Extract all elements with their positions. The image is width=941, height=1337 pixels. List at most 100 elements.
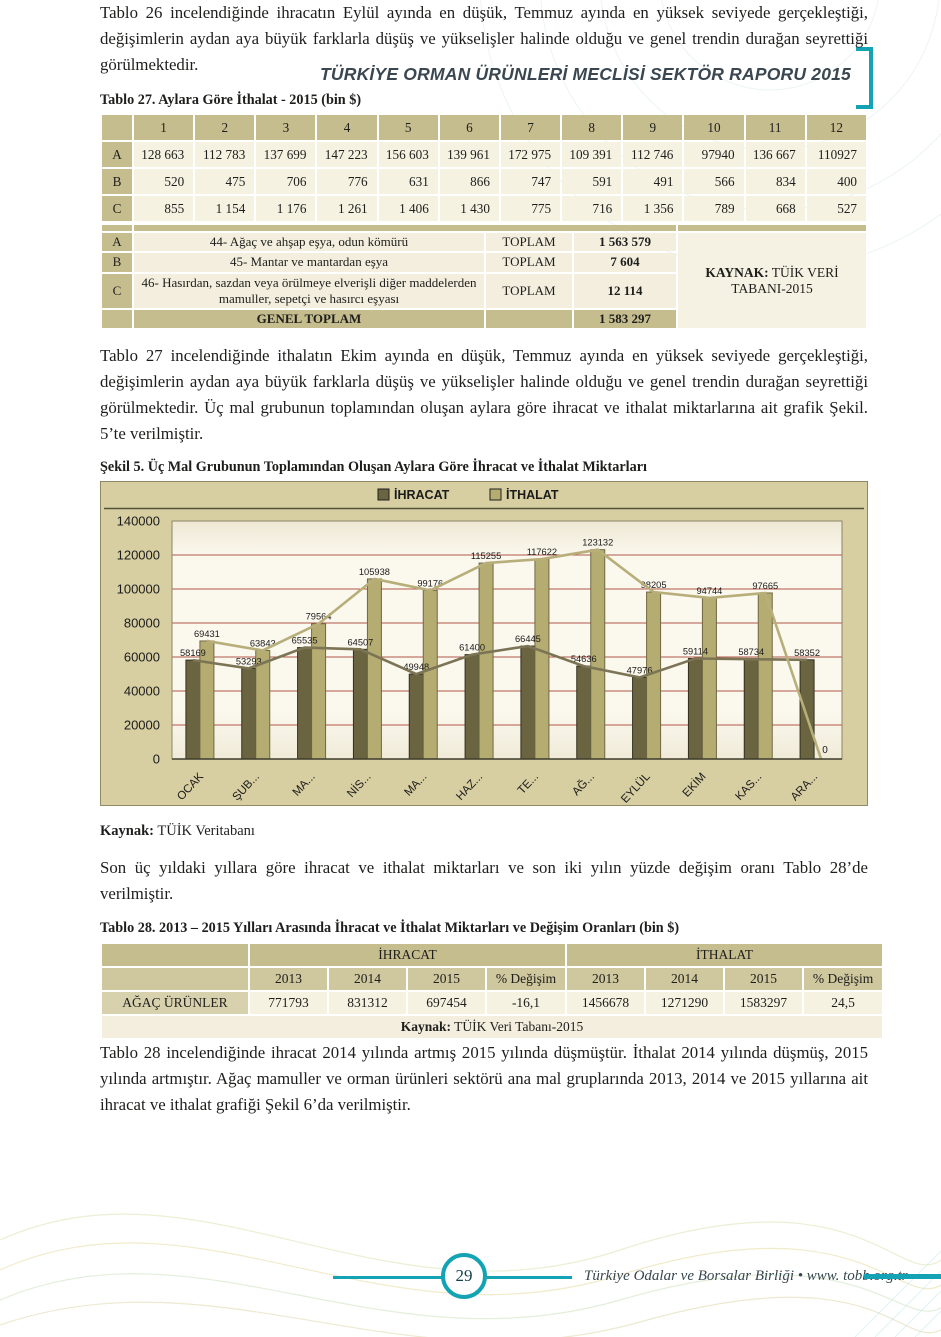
- value-cell: 128 663: [134, 142, 194, 168]
- ithalat-value-cell: 1456678: [567, 991, 645, 1014]
- year-header-cell: 2013: [567, 967, 645, 990]
- corner-cell: [102, 967, 248, 990]
- month-header-cell: 6: [439, 115, 499, 141]
- ihracat-bar: [464, 654, 480, 760]
- group-header-cell: İTHALAT: [567, 943, 883, 966]
- ithalat-bar: [757, 592, 773, 760]
- value-cell: 1 176: [256, 196, 316, 222]
- year-header-cell: 2014: [329, 967, 406, 990]
- group-header-cell: İHRACAT: [250, 943, 566, 966]
- ihracat-value-label: 54636: [571, 654, 597, 664]
- month-header-cell: 10: [684, 115, 744, 141]
- ihracat-value-label: 59114: [683, 647, 708, 657]
- kaynak-label: Kaynak:: [400, 1018, 452, 1034]
- month-header-cell: 7: [500, 115, 561, 141]
- value-cell: 855: [134, 196, 194, 222]
- toplam-value-cell: 7 604: [574, 253, 676, 272]
- ithalat-bar: [422, 590, 438, 760]
- paragraph-tablo27: Tablo 27 incelendiğinde ithalatın Ekim a…: [100, 346, 868, 444]
- month-header-cell: 2: [195, 115, 255, 141]
- y-axis-tick-label: 0: [153, 752, 160, 767]
- page-number: 29: [455, 1266, 473, 1285]
- ithalat-bar: [366, 578, 382, 760]
- kaynak-row: Kaynak: TÜİK Veri Tabanı-2015: [102, 1015, 883, 1038]
- ithalat-value-cell: 24,5: [804, 991, 883, 1014]
- kaynak-label: KAYNAK:: [705, 264, 769, 280]
- ihracat-bar: [576, 665, 592, 760]
- table-row: A 44- Ağaç ve ahşap eşya, odun kömürü TOPL…: [102, 233, 866, 329]
- toplam-cell: [486, 310, 572, 329]
- page-number-badge: 29: [441, 1253, 487, 1299]
- value-cell: 1 430: [439, 196, 499, 222]
- table28: İHRACAT İTHALAT 2013 2014 2015% Değişim 2013 2…: [100, 942, 884, 1040]
- ihracat-bar: [297, 647, 313, 760]
- table27-summary: A 44- Ağaç ve ahşap eşya, odun kömürü TOPL…: [100, 223, 868, 330]
- ithalat-value-cell: 1583297: [725, 991, 803, 1014]
- ihracat-value-label: 66445: [515, 634, 541, 644]
- ithalat-zero-label: 0: [822, 745, 828, 756]
- corner-cell: [102, 943, 248, 966]
- table-row: B 45- Mantar ve mantardan eşya TOPLAM 7 604: [102, 253, 866, 272]
- ithalat-bar: [534, 558, 550, 760]
- ihracat-bar: [632, 677, 648, 760]
- y-axis-tick-label: 100000: [117, 582, 160, 597]
- ihracat-value-label: 58734: [738, 647, 764, 657]
- y-axis-tick-label: 40000: [124, 684, 160, 699]
- legend-swatch: [377, 488, 390, 501]
- y-axis-tick-label: 80000: [124, 616, 160, 631]
- table27-monthly: 1 2 3 4 5 6 7 8 9 10 11 12 A 128 663 112 783 137 699 147…: [100, 113, 868, 223]
- value-cell: 112 746: [623, 142, 683, 168]
- month-header-cell: 4: [317, 115, 377, 141]
- footer-line-right: [864, 1274, 941, 1279]
- ihracat-bar: [743, 658, 759, 760]
- value-cell: 1 261: [317, 196, 377, 222]
- ihracat-bar: [687, 658, 703, 760]
- ithalat-value-cell: 1271290: [646, 991, 724, 1014]
- value-cell: 137 699: [256, 142, 316, 168]
- value-cell: 139 961: [439, 142, 499, 168]
- value-cell: 520: [134, 169, 194, 195]
- year-header-cell: 2015: [725, 967, 803, 990]
- legend-label: İTHALAT: [506, 487, 559, 502]
- month-header-cell: 11: [745, 115, 805, 141]
- ihracat-bar: [408, 673, 424, 760]
- cell: [134, 225, 676, 232]
- ithalat-bar: [701, 597, 717, 760]
- month-header-cell: 5: [378, 115, 438, 141]
- row-label-cell: AĞAÇ ÜRÜNLER: [102, 991, 248, 1014]
- sekil5-chart: İHRACAT İTHALAT 0 20000 40000 60000 80000 10000…: [100, 481, 868, 807]
- value-cell: 1 406: [378, 196, 438, 222]
- value-cell: 527: [806, 196, 866, 222]
- month-header-cell: 3: [256, 115, 316, 141]
- sekil5-caption: Şekil 5. Üç Mal Grubunun Toplamından Olu…: [100, 459, 647, 476]
- ihracat-value-cell: -16,1: [487, 991, 566, 1014]
- ihracat-value-label: 65535: [292, 636, 318, 646]
- row-label-cell: A: [102, 142, 132, 168]
- ithalat-value-label: 79564: [306, 612, 332, 622]
- chart-source-text: TÜİK Veritabanı: [154, 823, 255, 840]
- ithalat-value-label: 63843: [250, 639, 276, 649]
- ihracat-value-cell: 771793: [250, 991, 327, 1014]
- ithalat-bar: [478, 562, 494, 760]
- ihracat-value-label: 61400: [459, 643, 485, 653]
- year-header-cell: % Değişim: [804, 967, 883, 990]
- paragraph-tablo28: Tablo 28 incelendiğinde ihracat 2014 yıl…: [100, 1042, 868, 1114]
- ithalat-bar: [255, 650, 271, 760]
- value-cell: 147 223: [317, 142, 377, 168]
- ithalat-value-label: 97665: [752, 581, 778, 591]
- value-cell: 566: [684, 169, 744, 195]
- legend-swatch: [489, 488, 502, 501]
- value-cell: 156 603: [378, 142, 438, 168]
- description-cell: 46- Hasırdan, sazdan veya örülmeye elver…: [134, 273, 484, 309]
- row-label-cell: A: [102, 233, 132, 252]
- corner-cell: [102, 115, 132, 141]
- ithalat-value-label: 117622: [527, 547, 557, 557]
- toplam-value-cell: 12 114: [574, 273, 676, 309]
- sekil5-chart-container: İHRACAT İTHALAT 0 20000 40000 60000 80000 10000…: [100, 481, 868, 811]
- value-cell: 776: [317, 169, 377, 195]
- description-cell: 44- Ağaç ve ahşap eşya, odun kömürü: [134, 233, 484, 252]
- table-row: 2013 2014 2015% Değişim 2013 2014 2015% Değiş…: [102, 967, 883, 990]
- value-cell: 109 391: [562, 142, 622, 168]
- value-cell: 1 356: [623, 196, 683, 222]
- month-header-cell: 8: [562, 115, 622, 141]
